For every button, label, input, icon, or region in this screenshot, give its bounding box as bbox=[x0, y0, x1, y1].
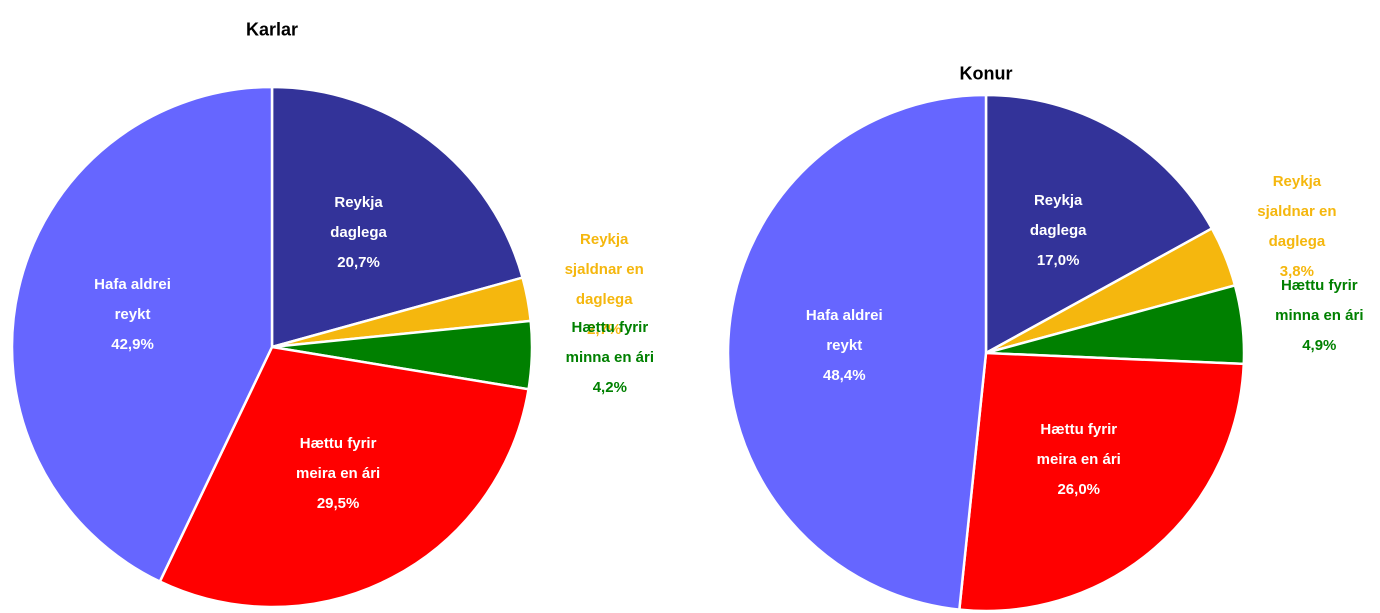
category-label: Hættu fyrir minna en ári bbox=[565, 318, 654, 366]
value-label: 4,2% bbox=[592, 378, 627, 396]
slice-label: Hættu fyrir minna en ári 4,2% bbox=[556, 313, 664, 403]
category-label: Reykja daglega bbox=[1029, 191, 1087, 239]
pie-slice bbox=[957, 351, 1246, 613]
pie-slice bbox=[270, 85, 525, 349]
category-label: Hættu fyrir minna en ári bbox=[1275, 276, 1364, 324]
pie-slice bbox=[158, 345, 530, 609]
value-label: 3,8% bbox=[1279, 263, 1314, 281]
chart-title: Konur bbox=[959, 63, 1013, 84]
slice-label: Hafa aldrei reykt 48,4% bbox=[790, 301, 898, 391]
slice-label: Hættu fyrir meira en ári 26,0% bbox=[1025, 415, 1133, 505]
pie-slice bbox=[984, 93, 1214, 356]
category-label: Hættu fyrir meira en ári bbox=[1036, 421, 1121, 469]
value-label: 2,7% bbox=[587, 320, 622, 338]
slice-label: Reykja sjaldnar en daglega 2,7% bbox=[550, 225, 658, 345]
slice-label: Hafa aldrei reykt 42,9% bbox=[79, 270, 187, 360]
category-label: Reykja daglega bbox=[330, 194, 387, 242]
value-label: 17,0% bbox=[1036, 251, 1080, 269]
value-label: 29,5% bbox=[316, 494, 360, 512]
value-label: 4,9% bbox=[1302, 336, 1337, 354]
value-label: 20,7% bbox=[337, 254, 380, 272]
slice-label: Reykja daglega 20,7% bbox=[305, 188, 413, 278]
category-label: Reykja sjaldnar en daglega bbox=[564, 230, 644, 308]
category-label: Reykja sjaldnar en daglega bbox=[1257, 173, 1337, 251]
value-label: 42,9% bbox=[111, 336, 154, 354]
chart-title: Karlar bbox=[245, 19, 299, 40]
category-label: Hættu fyrir meira en ári bbox=[296, 434, 381, 482]
category-label: Hafa aldrei reykt bbox=[805, 306, 883, 354]
slice-label: Reykja sjaldnar en daglega 3,8% bbox=[1243, 167, 1351, 287]
slice-label: Reykja daglega 17,0% bbox=[1004, 186, 1112, 276]
value-label: 48,4% bbox=[823, 366, 866, 384]
slice-label: Hættu fyrir minna en ári 4,9% bbox=[1265, 271, 1373, 361]
category-label: Hafa aldrei reykt bbox=[94, 276, 171, 324]
value-label: 26,0% bbox=[1057, 481, 1101, 499]
slice-label: Hættu fyrir meira en ári 29,5% bbox=[284, 429, 392, 519]
pie-slice bbox=[726, 93, 988, 611]
pie-slice bbox=[10, 85, 274, 584]
